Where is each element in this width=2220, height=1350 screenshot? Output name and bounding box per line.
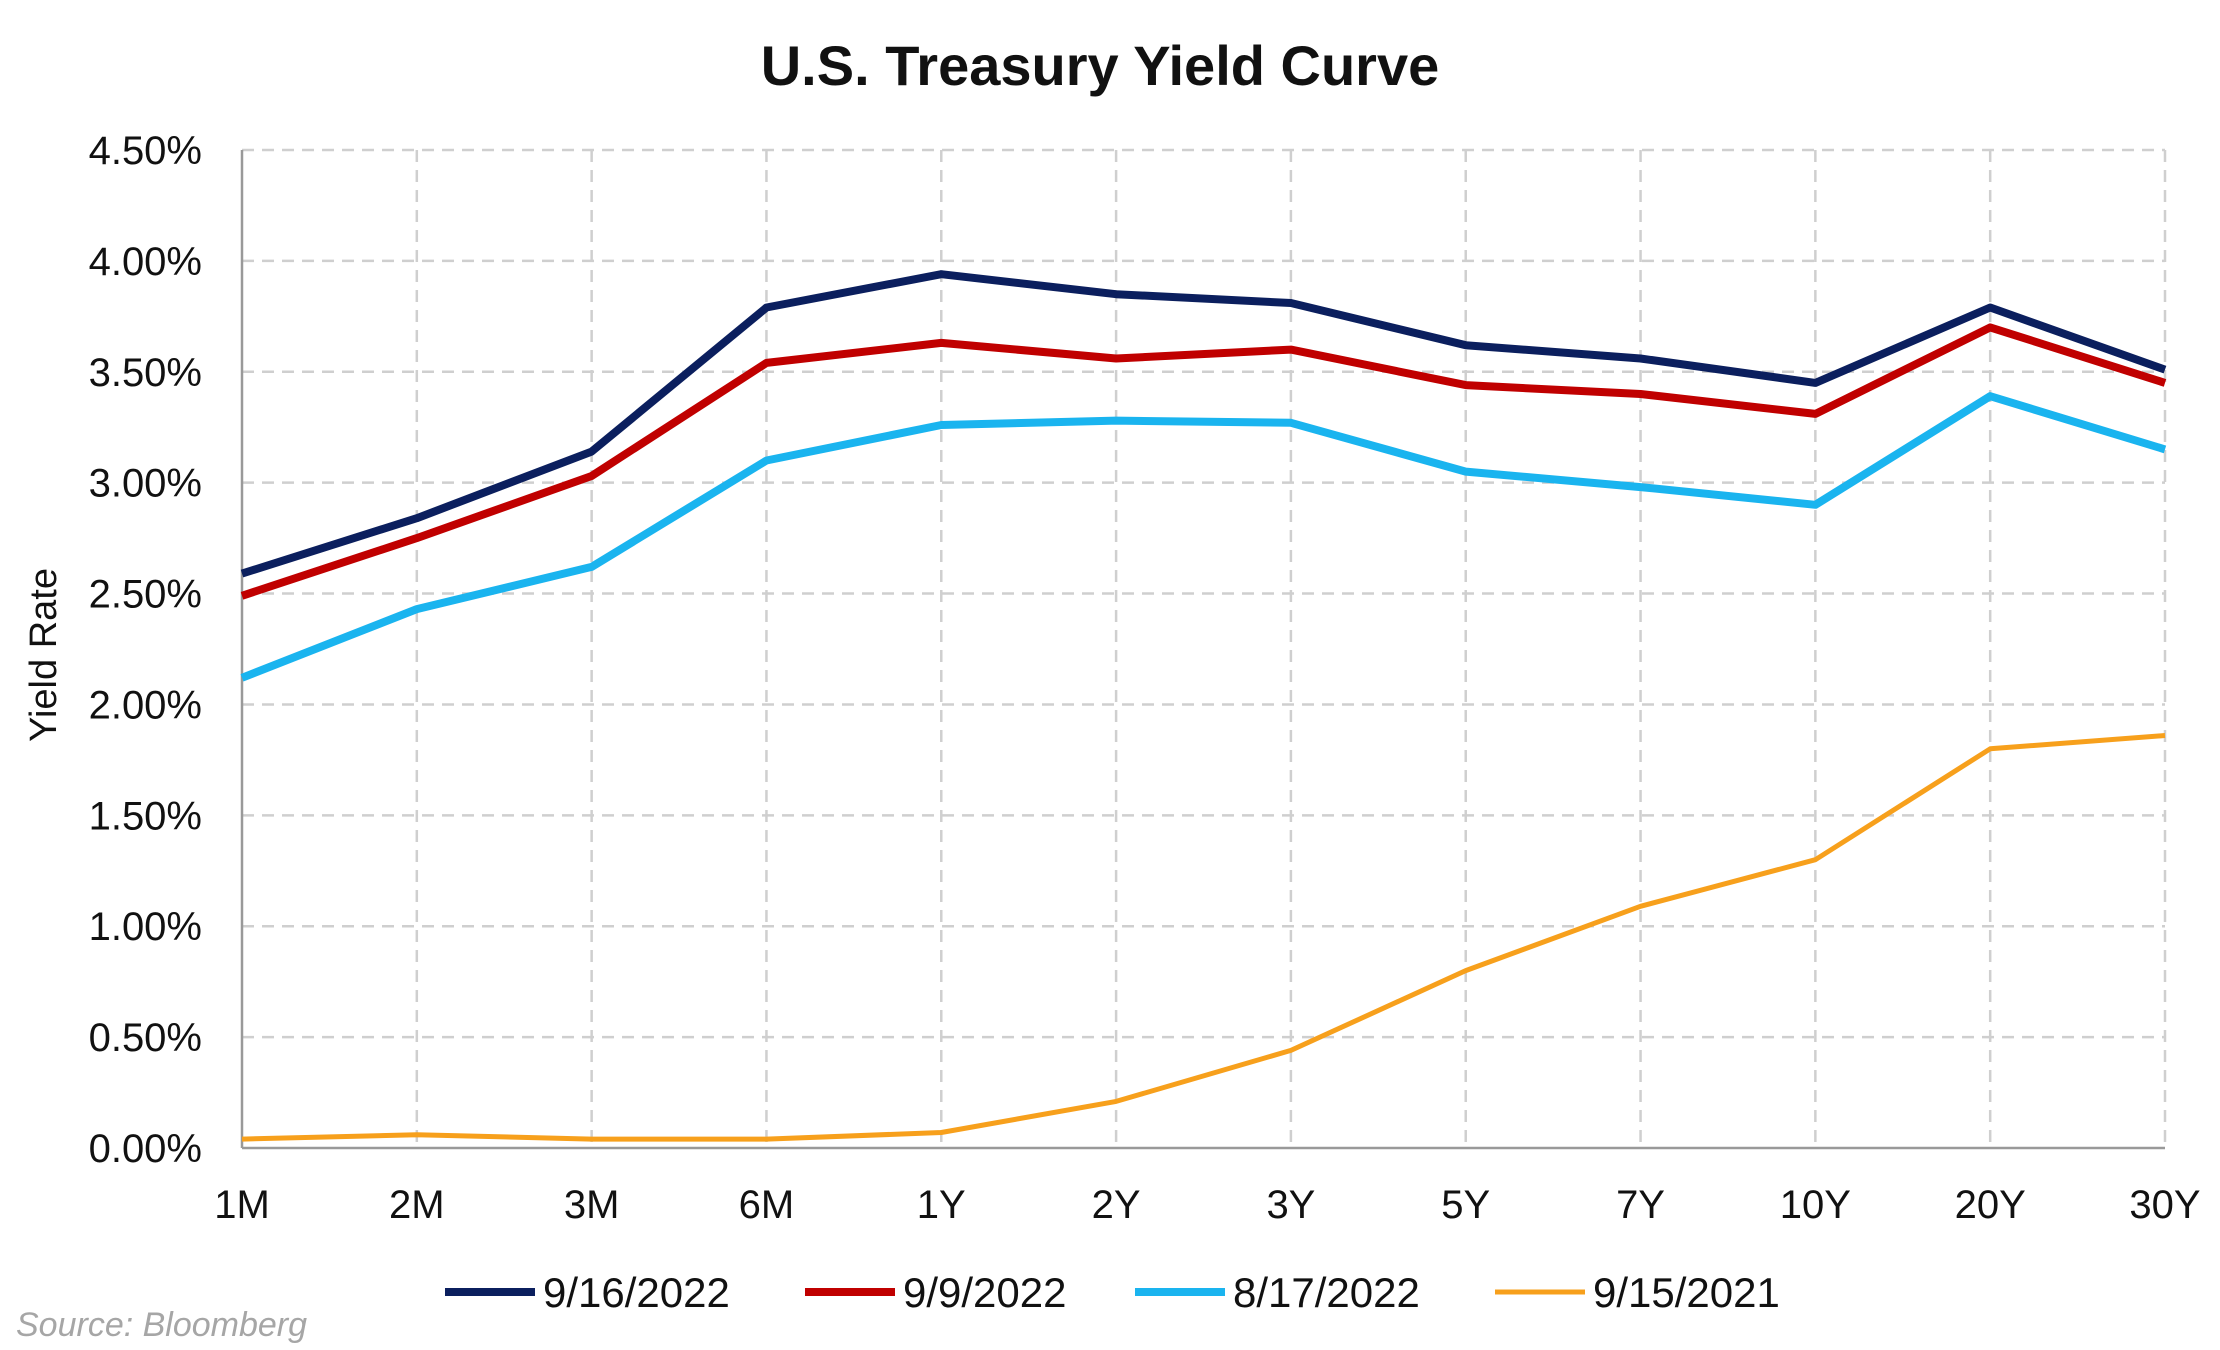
- chart-title: U.S. Treasury Yield Curve: [761, 34, 1440, 97]
- x-tick-label: 30Y: [2129, 1183, 2200, 1227]
- y-tick-label: 4.00%: [89, 240, 202, 284]
- y-tick-label: 0.50%: [89, 1016, 202, 1060]
- y-axis-label: Yield Rate: [23, 568, 65, 742]
- y-tick-label: 3.50%: [89, 351, 202, 395]
- y-tick-label: 1.50%: [89, 794, 202, 838]
- y-tick-label: 0.00%: [89, 1127, 202, 1171]
- series-line-1: [240, 270, 2167, 578]
- x-tick-label: 7Y: [1616, 1183, 1665, 1227]
- y-tick-label: 2.50%: [89, 573, 202, 617]
- x-tick-label: 2Y: [1092, 1183, 1141, 1227]
- series-line-2: [240, 323, 2167, 600]
- x-tick-label: 1M: [214, 1183, 270, 1227]
- y-tick-label: 3.00%: [89, 462, 202, 506]
- x-tick-label: 1Y: [917, 1183, 966, 1227]
- axes: 0.00% 0.50% 1.00% 1.50% 2.00% 2.50% 3.00% 3.50%…: [89, 129, 2201, 1227]
- legend-label: 9/9/2022: [903, 1269, 1067, 1316]
- x-tick-label: 2M: [389, 1183, 445, 1227]
- x-tick-label: 6M: [739, 1183, 795, 1227]
- x-tick-label: 3Y: [1266, 1183, 1315, 1227]
- series-line-3: [240, 392, 2167, 682]
- y-tick-label: 1.00%: [89, 905, 202, 949]
- legend-label: 9/15/2021: [1593, 1269, 1780, 1316]
- series-lines: [240, 270, 2167, 1142]
- legend: 9/16/2022 9/9/2022 8/17/2022 9/15/2021: [445, 1269, 1780, 1316]
- source-note: Source: Bloomberg: [16, 1306, 307, 1344]
- y-tick-label: 2.00%: [89, 683, 202, 727]
- x-tick-label: 10Y: [1780, 1183, 1851, 1227]
- legend-label: 9/16/2022: [543, 1269, 730, 1316]
- x-tick-label: 3M: [564, 1183, 620, 1227]
- y-tick-label: 4.50%: [89, 129, 202, 173]
- series-line-4: [241, 733, 2166, 1142]
- legend-label: 8/17/2022: [1233, 1269, 1420, 1316]
- x-tick-label: 20Y: [1955, 1183, 2026, 1227]
- x-tick-label: 5Y: [1441, 1183, 1490, 1227]
